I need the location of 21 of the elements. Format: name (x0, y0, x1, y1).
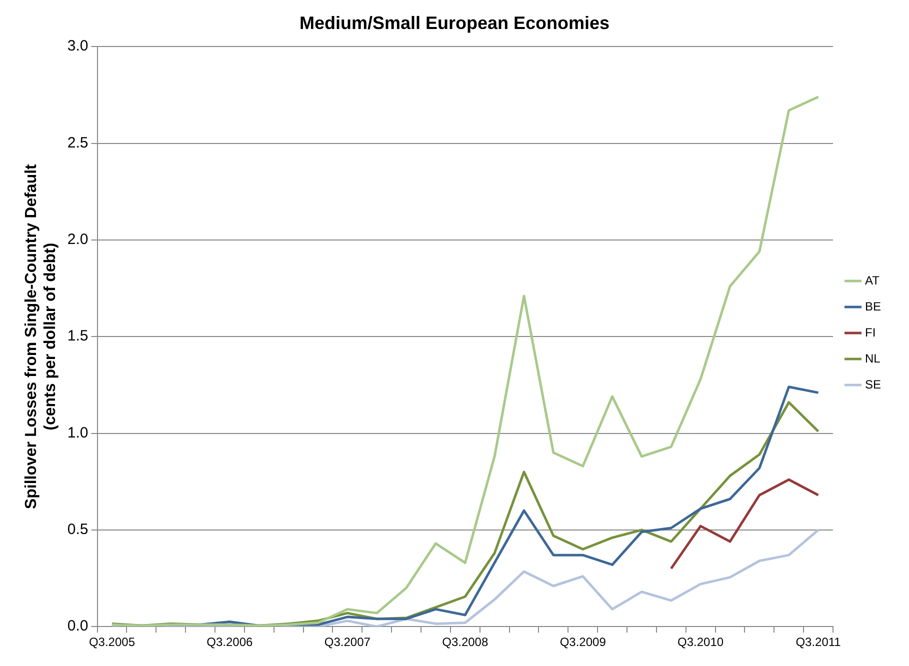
y-tick-label: 3.0 (67, 38, 88, 55)
legend-label: BE (864, 299, 882, 314)
x-tick-label: Q3.2005 (88, 635, 136, 650)
legend-label: FI (864, 325, 876, 340)
x-tick-label: Q3.2010 (678, 635, 724, 650)
y-axis-title: Spillover Losses from Single-Country Default (cents per dollar of debt) (23, 163, 60, 510)
x-tick-label: Q3.2006 (206, 635, 254, 650)
legend-label: NL (864, 351, 881, 366)
y-tick-label: 0.5 (67, 521, 88, 538)
y-tick-label: 2.5 (67, 134, 88, 152)
y-tick-label: 1.5 (67, 328, 88, 345)
legend-label: SE (864, 377, 882, 392)
x-tick-label: Q3.2007 (324, 635, 371, 650)
x-tick-label: Q3.2011 (796, 635, 842, 650)
y-tick-label: 2.0 (67, 231, 88, 248)
chart-title: Medium/Small European Economies (299, 12, 610, 33)
x-tick-label: Q3.2008 (442, 635, 488, 650)
x-tick-label: Q3.2009 (560, 635, 606, 650)
y-tick-label: 0.0 (67, 618, 88, 635)
y-tick-label: 1.0 (67, 424, 88, 442)
legend-label: AT (864, 273, 880, 288)
